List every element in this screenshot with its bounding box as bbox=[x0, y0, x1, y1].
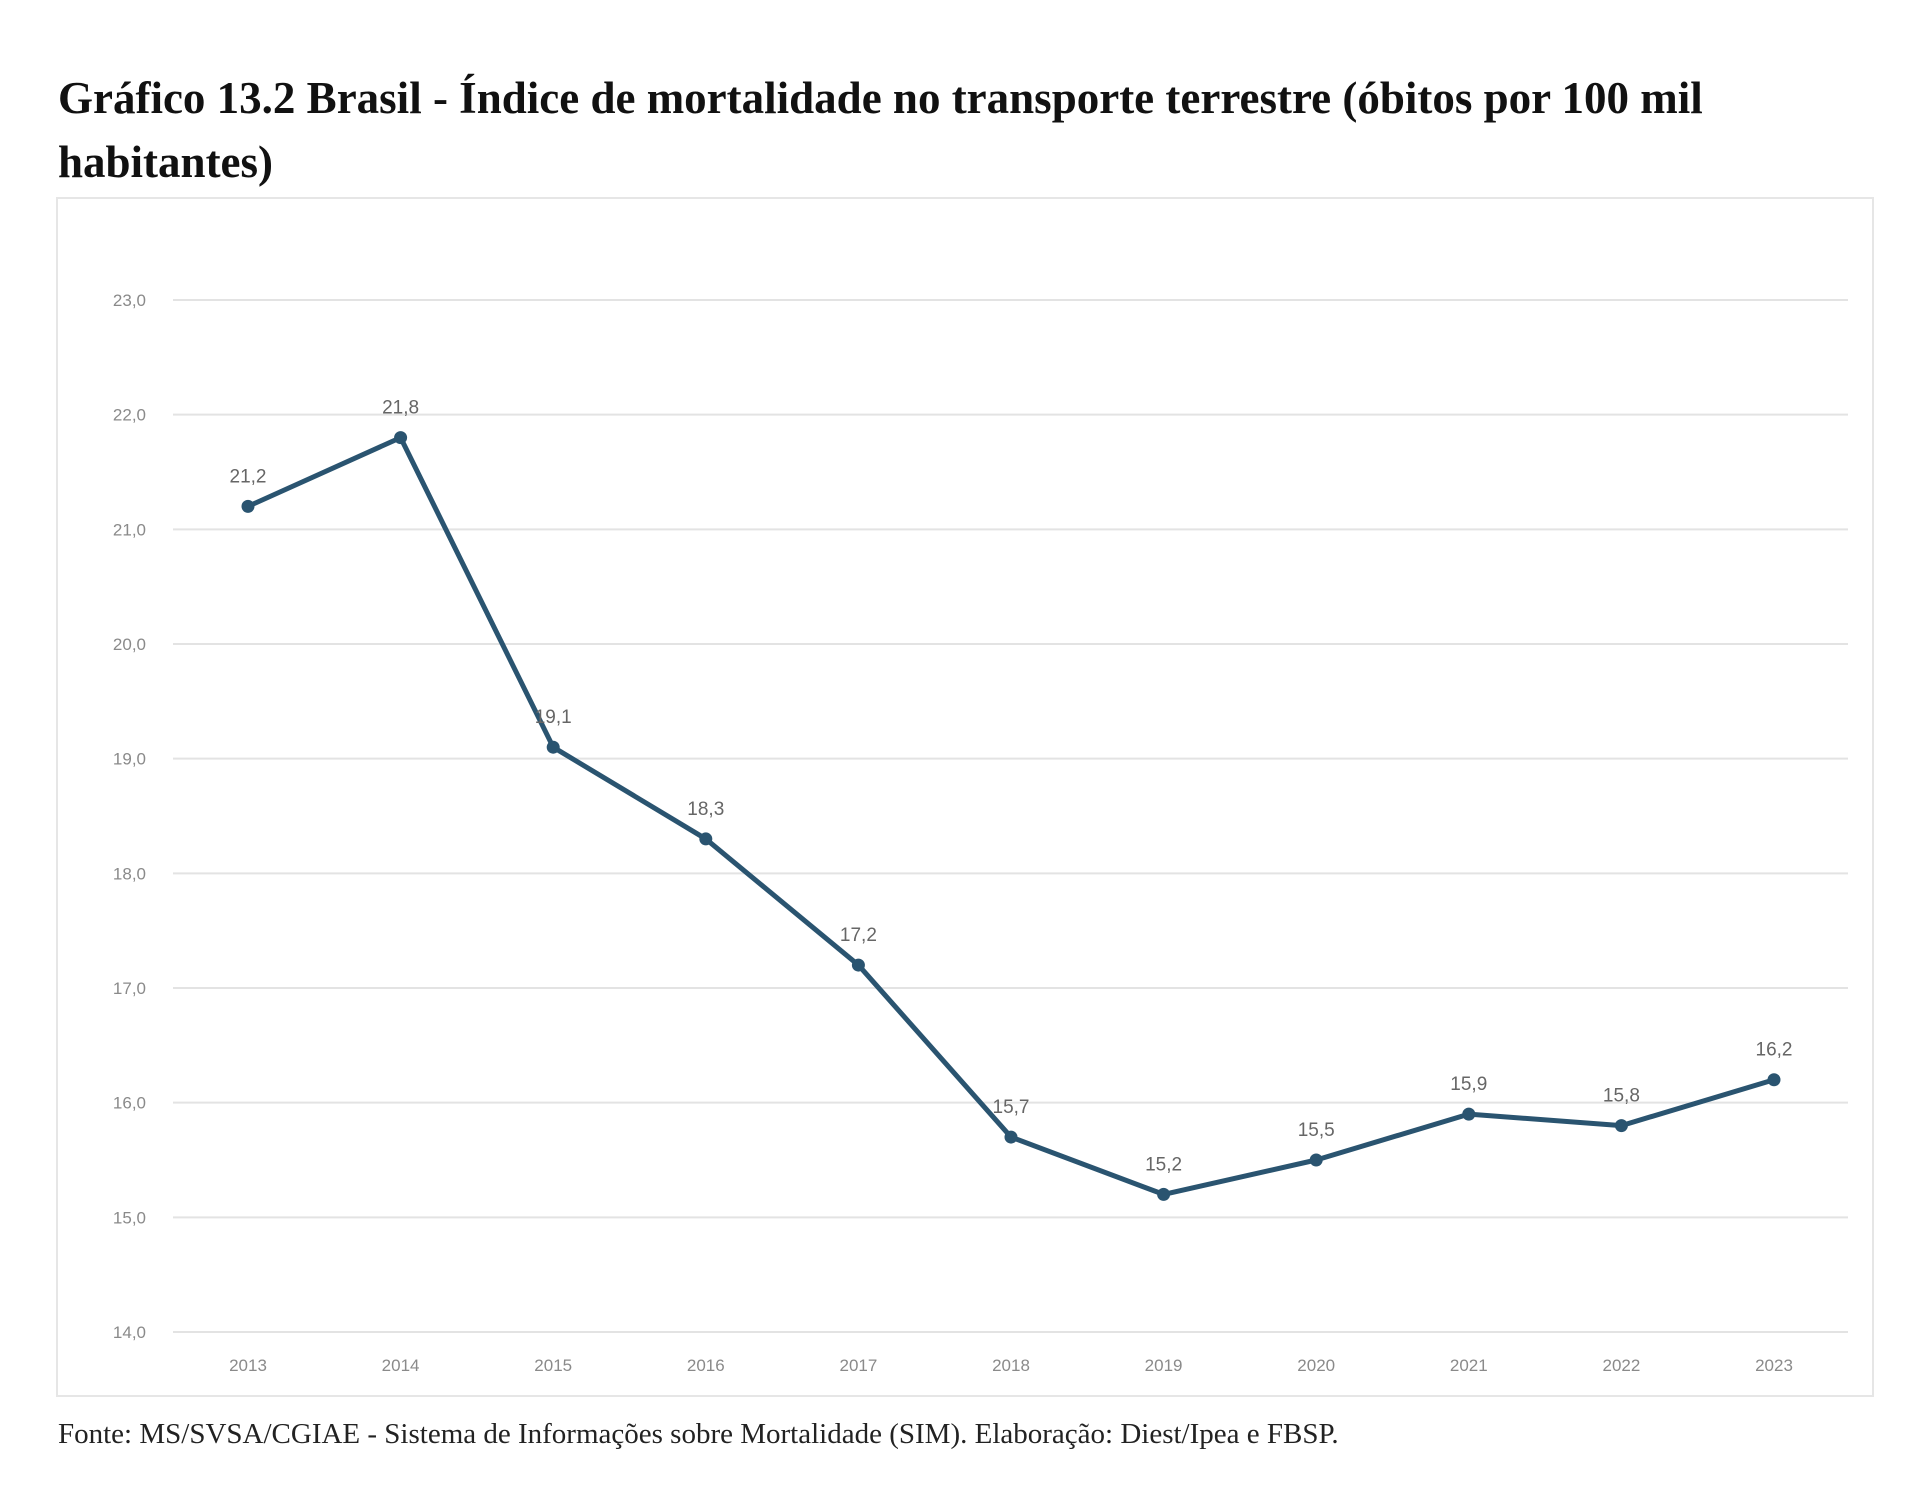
y-tick-label: 17,0 bbox=[113, 979, 146, 998]
series-line-layer bbox=[245, 435, 1777, 1197]
y-tick-label: 21,0 bbox=[113, 520, 146, 539]
data-label-2020: 15,5 bbox=[1298, 1120, 1335, 1141]
data-label-2017: 17,2 bbox=[840, 925, 877, 946]
data-point-2020 bbox=[1309, 1153, 1323, 1167]
y-tick-label: 14,0 bbox=[113, 1323, 146, 1342]
x-tick-label: 2022 bbox=[1602, 1356, 1640, 1375]
x-tick-label: 2016 bbox=[687, 1356, 725, 1375]
data-labels: 21,2 21,8 19,1 18,3 17,2 15,7 15,2 15,5 15,9 15,8… bbox=[230, 398, 1793, 1176]
y-tick-label: 16,0 bbox=[113, 1094, 146, 1113]
x-tick-label: 2018 bbox=[992, 1356, 1030, 1375]
series-line bbox=[245, 435, 1777, 1197]
data-point-2015 bbox=[546, 740, 560, 754]
data-label-2013: 21,2 bbox=[230, 466, 267, 487]
x-tick-label: 2020 bbox=[1297, 1356, 1335, 1375]
data-point-2016 bbox=[699, 832, 713, 846]
x-tick-label: 2017 bbox=[839, 1356, 877, 1375]
x-tick-label: 2015 bbox=[534, 1356, 572, 1375]
data-label-2018: 15,7 bbox=[993, 1097, 1030, 1118]
y-tick-label: 18,0 bbox=[113, 864, 146, 883]
line-chart: 14,0 15,0 16,0 17,0 18,0 19,0 20,0 21,0 22,0 23,0… bbox=[113, 291, 1848, 1375]
y-tick-label: 22,0 bbox=[113, 406, 146, 425]
chart-title: Gráfico 13.2 Brasil - Índice de mortalid… bbox=[58, 73, 1703, 187]
data-label-2014: 21,8 bbox=[382, 398, 419, 419]
data-point-2023 bbox=[1767, 1073, 1781, 1087]
x-tick-label: 2021 bbox=[1450, 1356, 1488, 1375]
y-tick-label: 23,0 bbox=[113, 291, 146, 310]
data-point-2021 bbox=[1462, 1107, 1476, 1121]
data-label-2023: 16,2 bbox=[1756, 1040, 1793, 1061]
y-tick-label: 15,0 bbox=[113, 1208, 146, 1227]
chart-area: 14,0 15,0 16,0 17,0 18,0 19,0 20,0 21,0 22,0 23,0… bbox=[56, 197, 1874, 1397]
data-point-2019 bbox=[1157, 1187, 1171, 1201]
x-tick-label: 2014 bbox=[382, 1356, 420, 1375]
data-point-2017 bbox=[851, 958, 865, 972]
data-point-2013 bbox=[241, 499, 255, 513]
y-tick-label: 19,0 bbox=[113, 750, 146, 769]
data-points bbox=[241, 431, 1781, 1201]
data-point-2018 bbox=[1004, 1130, 1018, 1144]
x-tick-label: 2013 bbox=[229, 1356, 267, 1375]
x-axis-ticks: 2013 2014 2015 2016 2017 2018 2019 2020 2021 2022… bbox=[229, 1356, 1793, 1375]
source-note: Fonte: MS/SVSA/CGIAE - Sistema de Inform… bbox=[58, 1418, 1339, 1450]
data-label-2022: 15,8 bbox=[1603, 1086, 1640, 1107]
data-point-2014 bbox=[394, 431, 408, 445]
x-tick-label: 2019 bbox=[1145, 1356, 1183, 1375]
x-tick-label: 2023 bbox=[1755, 1356, 1793, 1375]
data-label-2021: 15,9 bbox=[1450, 1074, 1487, 1095]
data-label-2016: 18,3 bbox=[687, 799, 724, 820]
data-point-2022 bbox=[1614, 1119, 1628, 1133]
gridlines bbox=[173, 299, 1848, 1333]
y-tick-label: 20,0 bbox=[113, 635, 146, 654]
data-label-2019: 15,2 bbox=[1145, 1154, 1182, 1175]
data-label-2015: 19,1 bbox=[535, 707, 572, 728]
y-axis-ticks: 14,0 15,0 16,0 17,0 18,0 19,0 20,0 21,0 22,0 23,0 bbox=[113, 291, 146, 1342]
